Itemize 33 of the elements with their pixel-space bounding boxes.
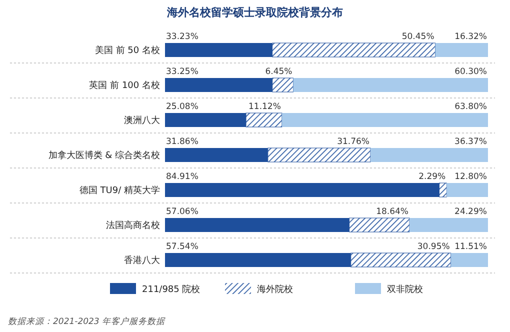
chart-title: 海外名校留学硕士录取院校背景分布: [166, 6, 343, 19]
y-tick-label: 澳洲八大: [124, 115, 160, 126]
y-tick-label: 法国高商名校: [106, 220, 160, 231]
legend-label: 双非院校: [387, 284, 423, 295]
data-label: 25.08%: [166, 102, 198, 112]
y-tick-label: 德国 TU9/ 精英大学: [79, 185, 160, 196]
data-label: 33.23%: [166, 32, 198, 42]
data-label: 30.95%: [417, 242, 450, 252]
data-label: 31.86%: [166, 137, 198, 147]
data-label: 6.45%: [265, 67, 292, 77]
y-tick-label: 美国 前 50 名校: [94, 45, 160, 56]
data-label: 50.45%: [402, 32, 434, 42]
y-tick-label: 香港八大: [124, 255, 160, 266]
y-tick-label: 加拿大医博类 & 综合类名校: [48, 150, 160, 161]
data-label: 2.29%: [418, 172, 446, 182]
data-label: 11.12%: [248, 102, 281, 112]
y-tick-label: 英国 前 100 名校: [89, 80, 160, 91]
data-label: 16.32%: [454, 32, 487, 42]
data-label: 63.80%: [454, 102, 487, 112]
data-label: 57.06%: [166, 207, 198, 217]
data-label: 57.54%: [166, 242, 198, 252]
legend-label: 海外院校: [257, 284, 293, 295]
data-label: 11.51%: [454, 242, 487, 252]
legend-label: 211/985 院校: [142, 284, 200, 295]
data-label: 31.76%: [337, 137, 370, 147]
source-note: 数据来源：2021-2023 年客户服务数据: [8, 316, 166, 327]
data-label: 12.80%: [454, 172, 487, 182]
data-label: 24.29%: [454, 207, 487, 217]
data-label: 60.30%: [454, 67, 487, 77]
data-label: 33.25%: [166, 67, 198, 77]
data-label: 18.64%: [376, 207, 409, 217]
data-label: 84.91%: [166, 172, 198, 182]
data-label: 36.37%: [454, 137, 487, 147]
